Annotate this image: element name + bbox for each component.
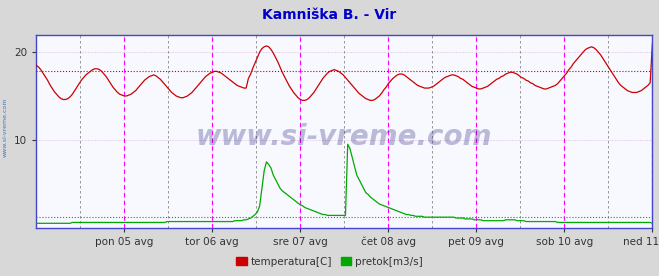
Text: www.si-vreme.com: www.si-vreme.com — [196, 123, 492, 151]
Legend: temperatura[C], pretok[m3/s]: temperatura[C], pretok[m3/s] — [232, 253, 427, 271]
Text: Kamniška B. - Vir: Kamniška B. - Vir — [262, 8, 397, 22]
Text: www.si-vreme.com: www.si-vreme.com — [3, 97, 8, 157]
